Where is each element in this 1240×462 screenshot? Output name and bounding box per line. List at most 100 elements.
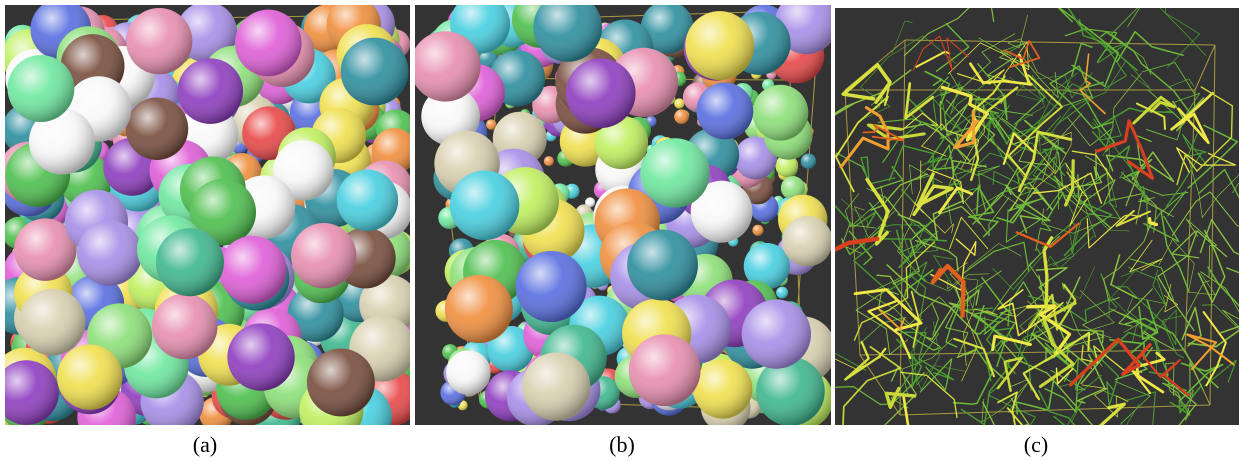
cube-edge (1209, 44, 1216, 406)
network-branch (1015, 222, 1080, 248)
network-branch (1063, 331, 1107, 385)
network-branch (940, 85, 989, 142)
sphere-shade (5, 360, 59, 425)
network-branch (945, 270, 1002, 357)
network-branch (1042, 236, 1054, 311)
network-branch (900, 220, 939, 254)
network-branch (1003, 40, 1041, 69)
network-branch (1199, 218, 1239, 274)
network-branch (945, 164, 987, 225)
network-branch (835, 152, 869, 181)
network-branch (841, 63, 892, 104)
sphere-shade (485, 119, 497, 130)
network-branch (987, 385, 1036, 425)
panel-label: (b) (609, 432, 635, 457)
network-branch (1156, 309, 1184, 346)
network-branch (1084, 342, 1119, 407)
network-branch (897, 180, 964, 241)
sphere-shade (628, 334, 701, 407)
network-branch (1053, 175, 1116, 206)
network-branch (1006, 115, 1062, 146)
sphere-shade (782, 215, 831, 267)
network-branch (839, 106, 890, 169)
network-branch (902, 394, 910, 425)
sphere-shade (125, 97, 189, 160)
network-branch (991, 334, 1032, 352)
network-branch (1014, 74, 1059, 125)
network-branch (986, 320, 1016, 375)
sphere-shade (487, 326, 534, 373)
network-branch (996, 205, 1026, 224)
network-branch (963, 308, 998, 367)
network-branch (1111, 8, 1152, 76)
network-branch (912, 172, 954, 217)
network-branch (1198, 168, 1239, 199)
network-branch (1081, 384, 1129, 418)
network-branch (960, 105, 985, 170)
network-branch (930, 238, 977, 291)
sphere-shade (674, 109, 689, 124)
network-branch (904, 82, 935, 120)
sphere-shade (533, 5, 603, 62)
network-branch (967, 186, 999, 238)
network-branch (865, 177, 890, 246)
sphere-shade (227, 323, 295, 391)
network-branch (1113, 286, 1185, 359)
network-branch (985, 332, 1032, 391)
network-branch (1160, 211, 1190, 292)
network-branch (1169, 384, 1203, 416)
network-branch (1077, 174, 1111, 229)
network-branch (1038, 72, 1078, 153)
network-branch (901, 338, 953, 397)
network-branch (882, 76, 949, 163)
network-branch (853, 238, 927, 292)
sphere-shade (585, 197, 596, 208)
network-branch (860, 156, 896, 185)
panel-c (835, 8, 1239, 425)
network-branch (1097, 107, 1175, 128)
network-branch (1109, 145, 1148, 204)
network-branch (949, 33, 1016, 91)
network-branch (947, 41, 1029, 77)
network-branch (1069, 149, 1103, 191)
network-branch (1158, 238, 1216, 296)
network-branch (897, 123, 971, 162)
network-branch (1176, 147, 1236, 173)
sphere-shade (306, 348, 375, 417)
sphere-shade (640, 138, 710, 208)
network-branch (950, 79, 992, 115)
panel-b (415, 5, 831, 425)
network-branch (971, 311, 1016, 368)
sphere-shade (776, 286, 789, 299)
network-branch (921, 123, 980, 173)
cube-edge (899, 404, 1211, 416)
network-branch (978, 156, 1056, 212)
panel-label: (a) (193, 432, 217, 457)
network-branch (977, 63, 1008, 121)
network-branch (924, 70, 951, 107)
network-branch (956, 69, 1005, 85)
network-branch (1017, 130, 1073, 192)
network-branch (913, 322, 967, 386)
sphere-shade (151, 293, 218, 360)
network-branch (844, 340, 887, 381)
sphere-shade (743, 243, 790, 290)
network-branch (1058, 374, 1102, 395)
network-branch (1002, 132, 1036, 165)
network-branch (1171, 191, 1239, 237)
network-branch (870, 166, 904, 191)
network-branch (1185, 280, 1210, 316)
network-branch (886, 264, 1005, 379)
network-branch (1052, 139, 1089, 198)
sphere-shade (696, 82, 754, 140)
sphere-shade (800, 153, 817, 169)
network-branch (946, 277, 979, 309)
network-branch (909, 160, 922, 220)
network-branch (1135, 102, 1167, 130)
sphere-shade (7, 55, 75, 122)
network-branch (1160, 375, 1197, 425)
network-branch (1005, 209, 1052, 252)
network-branch (1181, 133, 1209, 167)
network-branch (952, 165, 1001, 195)
network-branch (1071, 150, 1114, 181)
